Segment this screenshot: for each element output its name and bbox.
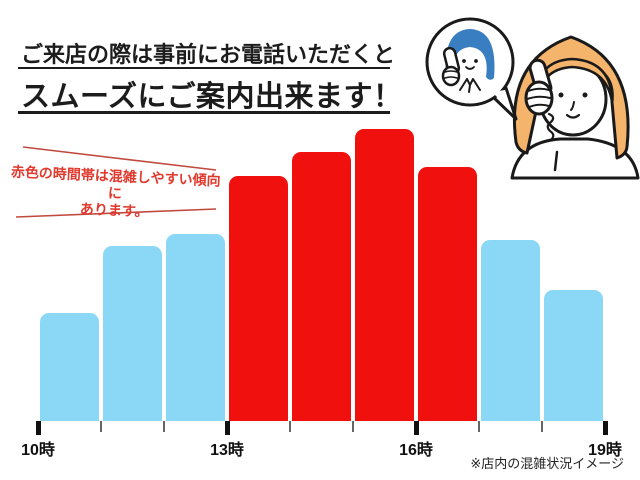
annotation-top-line	[22, 146, 217, 171]
clerk-hair	[445, 29, 495, 80]
clerk-phone-icon	[441, 46, 461, 87]
customer-fringe	[536, 57, 614, 104]
customer-body	[510, 137, 640, 180]
bar-15時	[355, 129, 414, 421]
axis-minor-tick	[352, 421, 354, 432]
phone-cord	[546, 112, 555, 142]
bar-10時	[40, 312, 99, 421]
axis-major-tick	[224, 421, 230, 435]
clerk-collar	[459, 78, 481, 93]
axis-major-tick	[602, 421, 608, 435]
axis-minor-tick	[289, 421, 291, 432]
axis-major-tick	[413, 421, 419, 435]
clerk-face	[454, 46, 486, 76]
axis-label-19時: 19時	[588, 442, 622, 459]
clerk-mouth	[465, 66, 475, 70]
customer-avatar	[510, 35, 640, 180]
heading-line1: ご来店の際は事前にお電話いただくと	[21, 42, 396, 67]
annotation-bottom-line	[15, 208, 217, 218]
clerk-eye-left	[462, 59, 466, 63]
customer-collar-line	[553, 150, 559, 172]
bar-13時	[229, 175, 288, 421]
customer-eye-left	[558, 92, 564, 98]
speech-bubble-icon	[425, 17, 518, 121]
bar-11時	[103, 245, 162, 421]
annotation-frame	[15, 146, 217, 218]
bar-17時	[481, 239, 540, 421]
axis-label-16時: 16時	[399, 442, 433, 459]
clerk-eye-right	[474, 59, 478, 63]
axis-minor-tick	[541, 421, 543, 432]
axis-major-tick	[35, 421, 41, 435]
footnote: ※店内の混雑状況イメージ	[470, 456, 624, 471]
phone-call-illustration	[425, 17, 640, 180]
customer-mouth	[565, 113, 581, 119]
axis-label-10時: 10時	[21, 442, 55, 459]
heading-line2: スムーズにご案内出来ます！	[21, 81, 403, 113]
axis-label-13時: 13時	[210, 442, 244, 459]
axis-minor-tick	[478, 421, 480, 432]
customer-eye-right	[582, 92, 588, 98]
bar-18時	[544, 289, 603, 421]
clerk-avatar	[441, 29, 495, 93]
bubble-tail-fill	[492, 90, 512, 112]
heading-underline-2	[18, 111, 390, 114]
customer-nose	[570, 101, 575, 111]
bar-12時	[166, 234, 225, 421]
axis-minor-tick	[100, 421, 102, 432]
phone-icon	[524, 58, 555, 142]
bar-16時	[418, 166, 477, 421]
heading-underline-1	[18, 67, 390, 69]
bar-14時	[292, 152, 351, 421]
axis-minor-tick	[163, 421, 165, 432]
